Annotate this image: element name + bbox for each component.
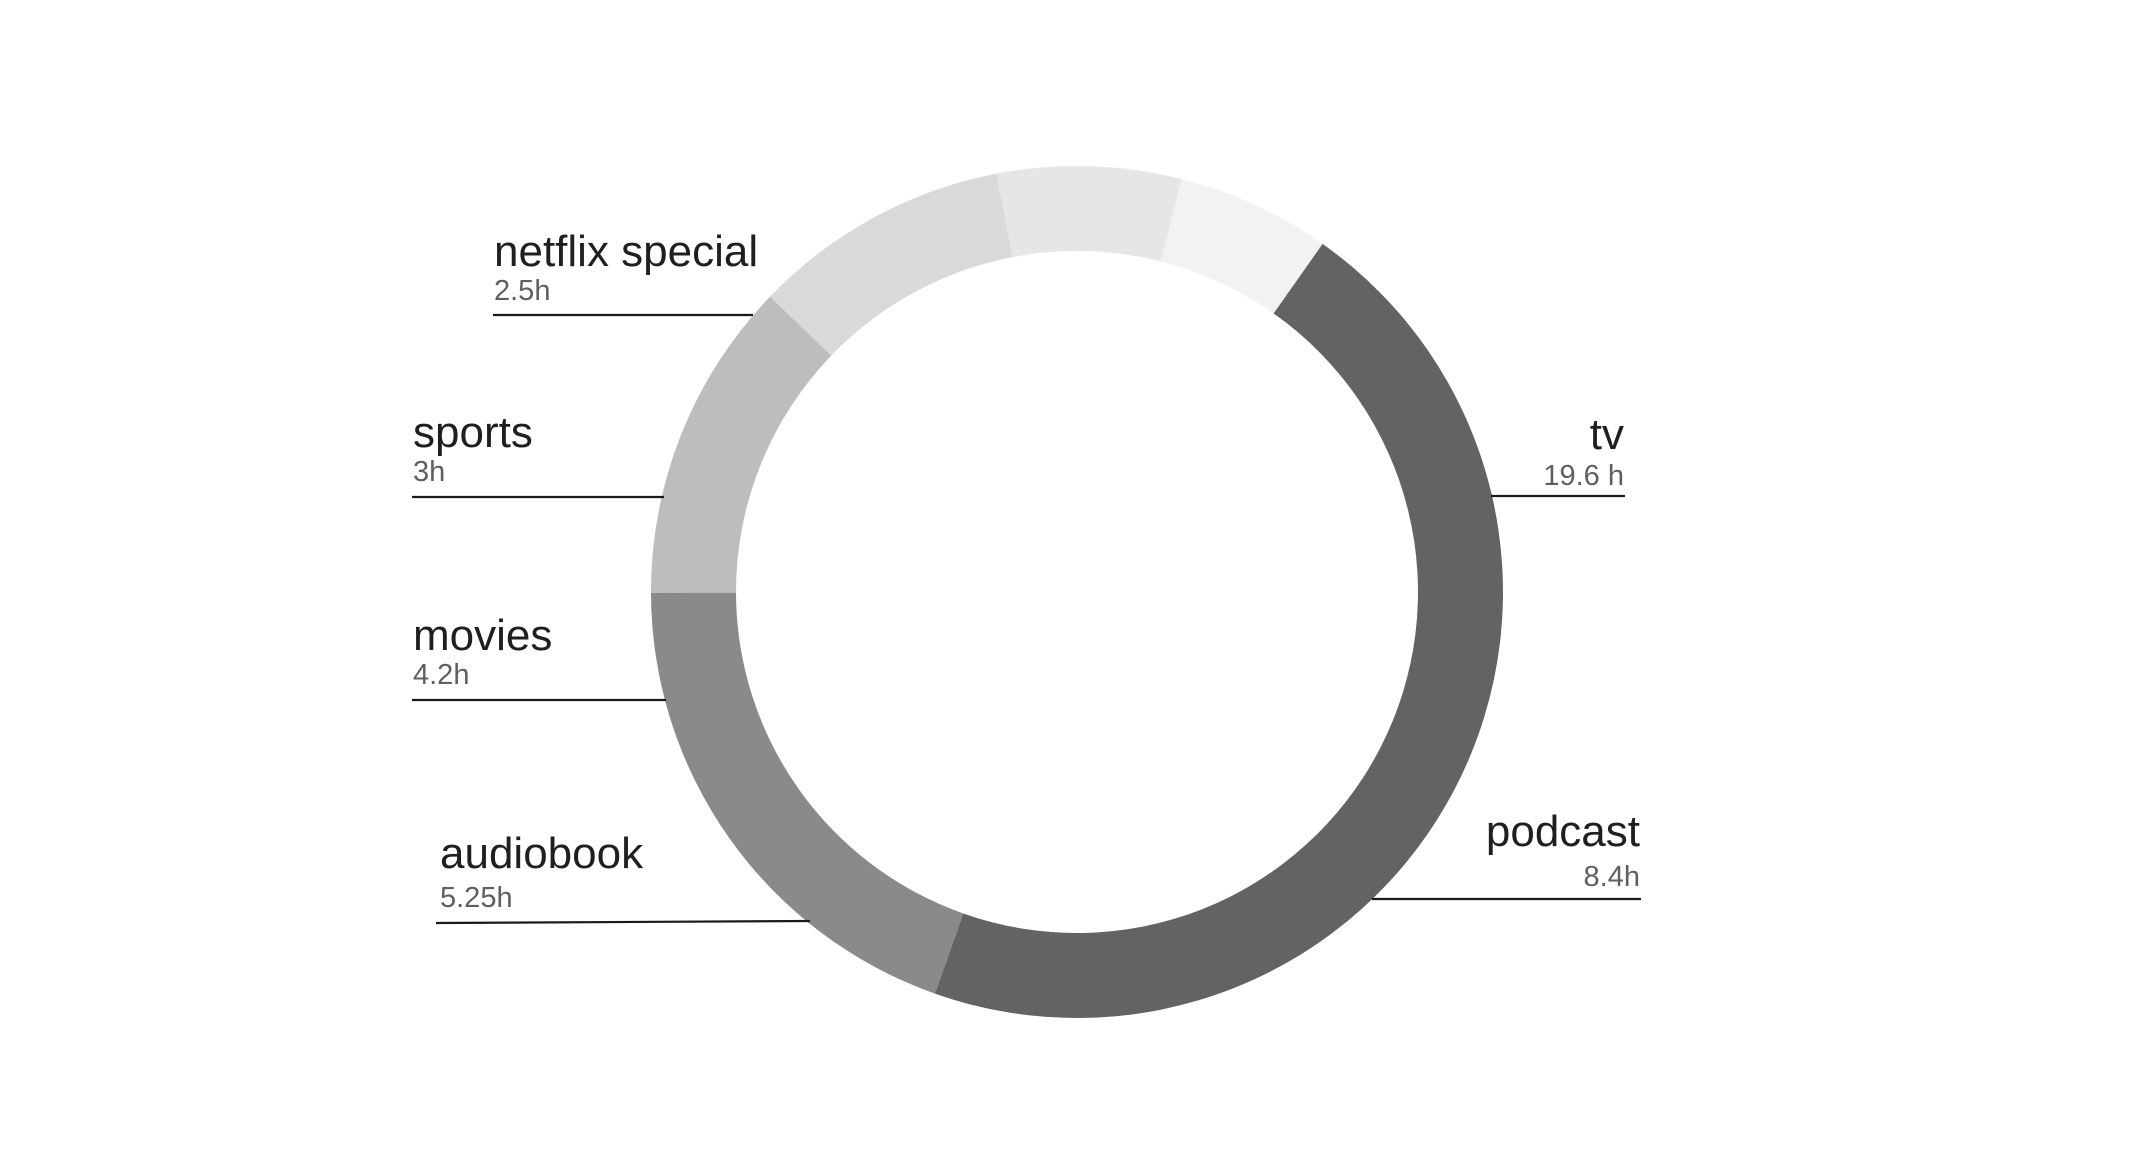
slice-value-movies: 4.2h (413, 659, 469, 691)
slice-movies (770, 173, 1013, 356)
slice-label-movies: movies (413, 611, 552, 660)
slice-sports (996, 165, 1182, 262)
slice-value-audiobook: 5.25h (440, 882, 513, 914)
leader-line-audiobook (435, 919, 811, 925)
slice-label-sports: sports (413, 408, 533, 457)
slice-label-netflix-special: netflix special (494, 227, 758, 276)
slice-label-audiobook: audiobook (440, 829, 644, 878)
slice-value-tv: 19.6 h (1543, 460, 1624, 492)
slice-value-podcast: 8.4h (1584, 861, 1640, 893)
slice-tv (934, 243, 1503, 1019)
slice-audiobook (651, 296, 832, 593)
slice-value-netflix-special: 2.5h (494, 275, 550, 307)
donut-slices (651, 165, 1503, 1019)
slice-label-podcast: podcast (1486, 807, 1640, 856)
slice-podcast (651, 592, 964, 994)
slice-value-sports: 3h (413, 456, 445, 488)
slice-netflix-special (1160, 179, 1323, 314)
slice-label-tv: tv (1590, 410, 1624, 459)
